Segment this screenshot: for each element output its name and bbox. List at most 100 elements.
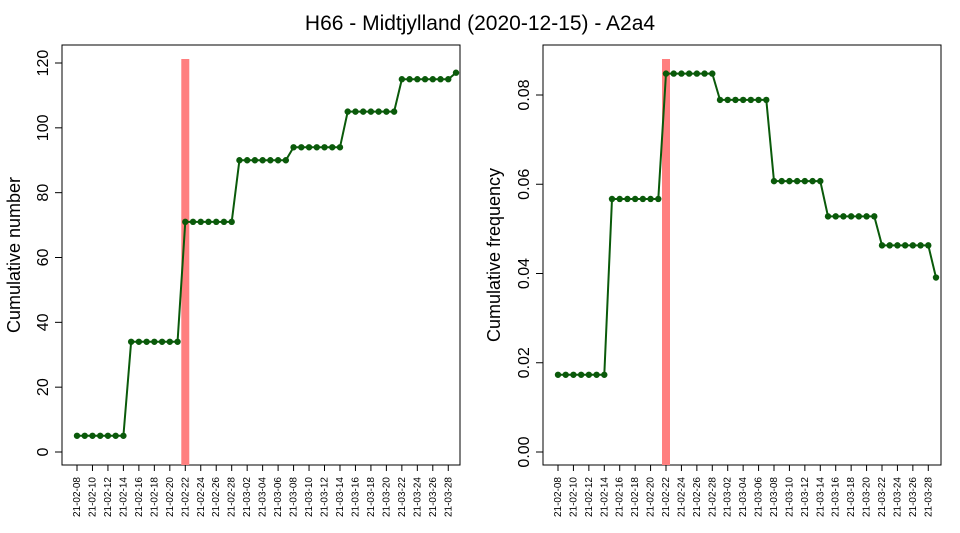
highlight-band (181, 59, 190, 465)
data-point (801, 177, 809, 185)
data-point (220, 218, 228, 226)
y-tick-label: 0.06 (516, 169, 533, 200)
x-tick-label: 21-02-20 (646, 477, 657, 517)
data-point (97, 432, 104, 439)
data-point (158, 338, 166, 345)
data-point (243, 157, 251, 164)
data-point (932, 274, 940, 281)
data-point (352, 108, 359, 115)
x-tick-label: 21-02-22 (661, 477, 672, 517)
x-tick-label: 21-03-18 (366, 477, 377, 517)
data-point (127, 338, 135, 345)
x-tick-label: 21-02-26 (692, 477, 703, 517)
data-point (383, 108, 390, 115)
data-point (282, 157, 290, 164)
x-tick-label: 21-02-10 (87, 477, 98, 517)
data-point (344, 108, 351, 115)
data-point (770, 177, 778, 185)
data-point (135, 338, 143, 345)
data-point (251, 157, 259, 164)
data-point (732, 96, 739, 104)
data-point (894, 242, 901, 249)
data-point (778, 177, 785, 185)
data-point (763, 96, 770, 104)
data-point (390, 108, 398, 115)
x-tick-label: 21-03-08 (289, 477, 300, 517)
data-point (321, 144, 328, 151)
x-tick-label: 21-03-04 (738, 477, 749, 517)
x-tick-label: 21-03-10 (784, 477, 795, 517)
data-point (624, 195, 631, 203)
x-tick-label: 21-03-12 (800, 477, 811, 517)
x-tick-label: 21-02-26 (211, 477, 222, 517)
x-tick-label: 21-03-16 (831, 477, 842, 517)
x-tick-label: 21-02-10 (568, 477, 579, 517)
x-tick-label: 21-02-08 (72, 477, 83, 517)
x-tick-label: 21-02-14 (118, 477, 129, 517)
data-point (151, 338, 158, 345)
data-point (871, 213, 878, 220)
x-tick-label: 21-03-18 (846, 477, 857, 517)
series-line (558, 72, 937, 376)
data-point (909, 242, 917, 249)
x-tick-label: 21-02-22 (180, 477, 191, 517)
x-tick-label: 21-03-24 (412, 477, 423, 517)
x-tick-label: 21-03-16 (350, 477, 361, 517)
x-tick-label: 21-03-14 (335, 477, 346, 517)
data-point (228, 218, 235, 226)
plot-frame (61, 44, 461, 466)
data-point (608, 195, 616, 203)
data-point (655, 195, 662, 203)
x-tick-label: 21-03-20 (381, 477, 392, 517)
x-tick-label: 21-03-10 (304, 477, 315, 517)
data-point (359, 108, 367, 115)
y-axis-label: Cumulative number (4, 177, 24, 333)
data-point (662, 70, 670, 77)
data-point (824, 213, 832, 220)
data-point (639, 195, 647, 203)
x-tick-label: 21-03-06 (273, 477, 284, 517)
y-tick-label: 20 (35, 378, 52, 396)
y-tick-label: 0.02 (516, 347, 533, 378)
x-tick-label: 21-03-06 (754, 477, 765, 517)
x-tick-label: 21-02-18 (630, 477, 641, 517)
data-point (554, 371, 562, 378)
data-point (809, 177, 816, 185)
data-point (701, 70, 708, 77)
data-point (73, 432, 81, 439)
data-point (143, 338, 150, 345)
data-point (855, 213, 863, 220)
data-point (840, 213, 847, 220)
data-point (375, 108, 382, 115)
x-tick-label: 21-02-18 (149, 477, 160, 517)
data-point (406, 76, 413, 83)
data-point (577, 371, 585, 378)
y-tick-label: 0.04 (516, 258, 533, 289)
data-point (863, 213, 870, 220)
data-point (398, 76, 406, 83)
data-point (678, 70, 685, 77)
data-point (205, 218, 212, 226)
x-tick-label: 21-03-28 (443, 477, 454, 517)
data-point (81, 432, 88, 439)
y-tick-label: 0.00 (516, 436, 533, 467)
data-point (585, 371, 593, 378)
data-point (274, 157, 282, 164)
x-tick-label: 21-02-16 (134, 477, 145, 517)
data-point (267, 157, 274, 164)
x-tick-label: 21-02-16 (615, 477, 626, 517)
data-point (213, 218, 220, 226)
data-point (562, 371, 569, 378)
data-point (414, 76, 421, 83)
data-point (452, 69, 460, 76)
x-tick-label: 21-03-20 (862, 477, 873, 517)
x-tick-label: 21-03-22 (877, 477, 888, 517)
data-point (886, 242, 893, 249)
y-tick-label: 60 (35, 249, 52, 267)
x-tick-label: 21-03-02 (723, 477, 734, 517)
x-tick-label: 21-02-08 (553, 477, 564, 517)
data-point (305, 144, 313, 151)
